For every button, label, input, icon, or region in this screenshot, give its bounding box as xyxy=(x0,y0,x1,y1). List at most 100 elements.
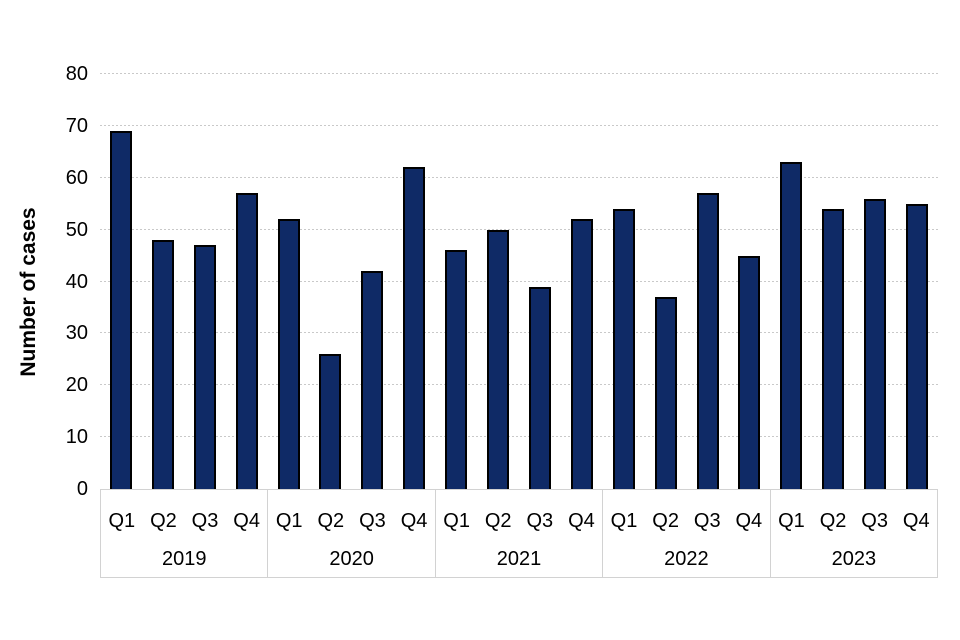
quarter-label-2020-Q2: Q2 xyxy=(317,509,345,532)
bar-2023-Q2 xyxy=(822,208,845,489)
quarter-label-2020-Q3: Q3 xyxy=(359,509,386,532)
year-label-2020: 2020 xyxy=(329,547,374,570)
bar-slot-2022-Q1 xyxy=(603,74,645,489)
quarter-label-2023-Q4: Q4 xyxy=(902,509,930,532)
quarter-label-2021-Q2: Q2 xyxy=(484,509,512,532)
y-tick-label-0: 0 xyxy=(76,478,88,500)
bar-group-2019 xyxy=(100,74,268,489)
bar-slot-2023-Q1 xyxy=(770,74,812,489)
bar-slot-2019-Q1 xyxy=(100,74,142,489)
quarter-label-2022-Q4: Q4 xyxy=(735,509,763,532)
bar-slot-2019-Q2 xyxy=(142,74,184,489)
year-label-2022: 2022 xyxy=(664,547,709,570)
x-axis-labels: Q1 Q2 Q3 Q4 2019 Q1 Q2 Q3 Q4 2020 Q1 Q2 Q3 Q4 2021 Q1 Q2… xyxy=(100,489,938,578)
bar-2019-Q3 xyxy=(193,245,216,489)
bar-2021-Q4 xyxy=(570,219,593,489)
quarter-label-2021-Q3: Q3 xyxy=(526,509,554,532)
bar-2020-Q3 xyxy=(361,271,384,489)
quarter-label-2019-Q4: Q4 xyxy=(233,509,260,532)
bar-slot-2023-Q2 xyxy=(812,74,854,489)
gridline-80 xyxy=(100,73,938,74)
quarter-label-2019-Q2: Q2 xyxy=(150,509,177,532)
quarter-label-2022-Q2: Q2 xyxy=(652,509,679,532)
gridline-70 xyxy=(100,124,938,126)
x-group-2021: Q1 Q2 Q3 Q4 2021 xyxy=(434,490,602,577)
bar-slot-2023-Q4 xyxy=(896,74,938,489)
bar-2022-Q4 xyxy=(738,255,761,489)
quarter-label-2022-Q1: Q1 xyxy=(610,509,638,532)
quarter-labels-row: Q1 Q2 Q3 Q4 xyxy=(603,504,769,538)
gridline-30 xyxy=(100,332,938,334)
bar-2023-Q3 xyxy=(864,198,887,489)
bar-2019-Q2 xyxy=(151,240,174,489)
bar-2020-Q1 xyxy=(277,219,300,489)
quarter-label-2023-Q3: Q3 xyxy=(861,509,888,532)
y-tick-label-60: 60 xyxy=(65,166,88,189)
bar-slot-2020-Q4 xyxy=(393,74,435,489)
bar-slot-2020-Q1 xyxy=(268,74,310,489)
x-group-2019: Q1 Q2 Q3 Q4 2019 xyxy=(101,490,267,577)
bar-2023-Q1 xyxy=(780,162,803,489)
bar-2021-Q3 xyxy=(528,286,551,489)
quarter-label-2019-Q3: Q3 xyxy=(191,509,219,532)
bar-group-2020 xyxy=(268,74,436,489)
quarter-label-2020-Q4: Q4 xyxy=(400,509,428,532)
quarter-labels-row: Q1 Q2 Q3 Q4 xyxy=(771,504,937,538)
bars-container xyxy=(100,74,938,489)
y-tick-label-40: 40 xyxy=(65,270,88,293)
y-tick-label-20: 20 xyxy=(65,374,88,397)
year-label-2019: 2019 xyxy=(161,547,207,570)
bar-slot-2022-Q3 xyxy=(687,74,729,489)
gridline-20 xyxy=(100,384,938,386)
bar-2020-Q2 xyxy=(319,354,342,489)
bar-slot-2020-Q2 xyxy=(310,74,352,489)
year-label-2023: 2023 xyxy=(831,547,877,570)
quarter-label-2023-Q1: Q1 xyxy=(778,509,805,532)
bar-slot-2019-Q3 xyxy=(184,74,226,489)
quarter-labels-row: Q1 Q2 Q3 Q4 xyxy=(436,504,602,538)
gridline-10 xyxy=(100,436,938,438)
bar-slot-2022-Q2 xyxy=(645,74,687,489)
bar-slot-2021-Q4 xyxy=(561,74,603,489)
bar-slot-2021-Q1 xyxy=(435,74,477,489)
bar-slot-2023-Q3 xyxy=(854,74,896,489)
y-tick-label-30: 30 xyxy=(65,322,88,345)
x-group-2023: Q1 Q2 Q3 Q4 2023 xyxy=(769,490,937,577)
x-group-2020: Q1 Q2 Q3 Q4 2020 xyxy=(267,490,434,577)
bar-2022-Q2 xyxy=(654,297,677,489)
gridline-60 xyxy=(100,176,938,178)
gridline-40 xyxy=(100,280,938,282)
x-group-2022: Q1 Q2 Q3 Q4 2022 xyxy=(602,490,769,577)
quarter-label-2021-Q4: Q4 xyxy=(568,509,595,532)
bar-group-2022 xyxy=(603,74,771,489)
gridline-50 xyxy=(100,228,938,230)
quarter-labels-row: Q1 Q2 Q3 Q4 xyxy=(268,504,434,538)
year-label-2021: 2021 xyxy=(496,547,542,570)
quarter-label-2020-Q1: Q1 xyxy=(275,509,303,532)
bar-slot-2021-Q3 xyxy=(519,74,561,489)
bar-group-2023 xyxy=(770,74,938,489)
y-tick-label-80: 80 xyxy=(65,63,88,85)
y-axis-tick-labels: 0 10 20 30 40 50 60 70 80 xyxy=(30,64,88,499)
bar-2020-Q4 xyxy=(403,167,426,489)
bar-2022-Q1 xyxy=(612,208,635,489)
bar-2022-Q3 xyxy=(696,193,719,489)
quarter-labels-row: Q1 Q2 Q3 Q4 xyxy=(101,504,267,538)
bar-group-2021 xyxy=(435,74,603,489)
bar-slot-2020-Q3 xyxy=(351,74,393,489)
bar-2021-Q2 xyxy=(487,229,510,489)
bar-2021-Q1 xyxy=(445,250,468,489)
bar-2023-Q4 xyxy=(906,203,929,489)
bar-2019-Q4 xyxy=(235,193,258,489)
plot-area xyxy=(100,73,938,489)
bar-2019-Q1 xyxy=(109,131,132,489)
y-tick-label-10: 10 xyxy=(65,426,88,449)
y-tick-label-50: 50 xyxy=(65,218,88,241)
quarter-label-2022-Q3: Q3 xyxy=(693,509,721,532)
bar-slot-2019-Q4 xyxy=(226,74,268,489)
bar-slot-2022-Q4 xyxy=(729,74,771,489)
quarter-label-2023-Q2: Q2 xyxy=(819,509,847,532)
quarter-label-2021-Q1: Q1 xyxy=(443,509,470,532)
quarter-label-2019-Q1: Q1 xyxy=(108,509,136,532)
